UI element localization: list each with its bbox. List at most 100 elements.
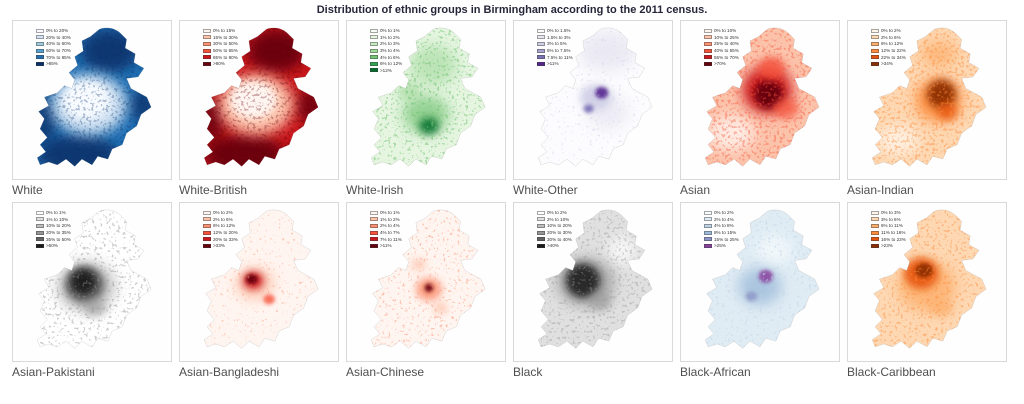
legend-swatch: [370, 230, 378, 235]
legend-label: 0% to 3%: [881, 210, 901, 216]
legend-item: 15% to 25%: [704, 236, 739, 242]
legend-item: 2% to 3%: [370, 41, 402, 47]
legend-label: 15% to 30%: [213, 34, 238, 40]
map-legend-black-caribbean: 0% to 3% 3% to 6% 6% to 11% 11% to 16% 16% t…: [871, 210, 906, 250]
legend-label: 4% to 8%: [714, 223, 734, 229]
panel-label-asian: Asian: [680, 183, 711, 197]
legend-swatch: [36, 55, 44, 60]
map-legend-black-african: 0% to 2% 2% to 4% 4% to 8% 8% to 15% 15% to …: [704, 210, 739, 250]
map-legend-black: 0% to 2% 2% to 10% 10% to 20% 20% to 30% 30%…: [537, 210, 572, 250]
legend-item: >85%: [36, 61, 71, 67]
legend-swatch: [203, 243, 211, 248]
map-cell-white-other: 0% to 1.5% 1.5% to 3% 3% to 5% 5% to 7.5% 7.…: [513, 20, 673, 197]
legend-swatch: [537, 28, 545, 33]
map-cell-black-african: 0% to 2% 2% to 4% 4% to 8% 8% to 15% 15% to …: [680, 202, 840, 379]
choropleth-map-asian-chinese: [370, 209, 486, 349]
legend-swatch: [871, 41, 879, 46]
legend-label: 10% to 20%: [46, 223, 71, 229]
legend-item: 40% to 55%: [704, 48, 739, 54]
panel-label-white-irish: White-Irish: [346, 183, 404, 197]
legend-label: 35% to 50%: [46, 236, 71, 242]
legend-item: 1% to 10%: [36, 217, 71, 223]
legend-swatch: [370, 55, 378, 60]
legend-label: 70% to 85%: [46, 54, 71, 60]
legend-item: 50% to 65%: [203, 48, 238, 54]
legend-item: 10% to 20%: [537, 223, 572, 229]
map-cell-white: 0% to 20% 20% to 40% 40% to 60% 60% to 70% 7…: [12, 20, 172, 197]
choropleth-map-asian: [704, 27, 820, 167]
legend-swatch: [203, 237, 211, 242]
legend-label: 3% to 6%: [881, 216, 901, 222]
map-legend-white-british: 0% to 15% 15% to 30% 30% to 50% 50% to 65% 6…: [203, 28, 238, 68]
map-panel-black-african: 0% to 2% 2% to 4% 4% to 8% 8% to 15% 15% to …: [680, 202, 840, 362]
legend-item: 11% to 16%: [871, 230, 906, 236]
choropleth-map-white-british: [203, 27, 319, 167]
legend-item: 70% to 85%: [36, 54, 71, 60]
legend-item: 0% to 3%: [871, 210, 906, 216]
legend-swatch: [704, 230, 712, 235]
legend-swatch: [704, 210, 712, 215]
legend-swatch: [370, 41, 378, 46]
legend-swatch: [203, 35, 211, 40]
legend-label: >23%: [881, 243, 893, 249]
legend-item: 4% to 7%: [370, 230, 402, 236]
legend-swatch: [203, 55, 211, 60]
legend-label: 50% to 65%: [213, 48, 238, 54]
legend-item: 6% to 12%: [203, 223, 238, 229]
legend-item: >80%: [203, 61, 238, 67]
legend-item: 2% to 4%: [370, 223, 402, 229]
map-legend-white-irish: 0% to 1% 1% to 2% 2% to 3% 3% to 4% 4% to 6%…: [370, 28, 402, 74]
legend-item: 20% to 35%: [36, 230, 71, 236]
legend-swatch: [537, 55, 545, 60]
legend-label: 6% to 12%: [213, 223, 236, 229]
legend-item: 8% to 15%: [704, 230, 739, 236]
legend-item: >12%: [370, 68, 402, 74]
panel-label-black: Black: [513, 365, 543, 379]
legend-label: 30% to 50%: [213, 41, 238, 47]
legend-item: 25% to 40%: [704, 41, 739, 47]
legend-swatch: [871, 230, 879, 235]
legend-item: 40% to 60%: [36, 41, 71, 47]
legend-label: >80%: [213, 61, 225, 67]
legend-label: 20% to 33%: [213, 236, 238, 242]
legend-swatch: [871, 210, 879, 215]
map-panel-white-irish: 0% to 1% 1% to 2% 2% to 3% 3% to 4% 4% to 6%…: [346, 20, 506, 180]
legend-item: 15% to 30%: [203, 35, 238, 41]
legend-swatch: [537, 35, 545, 40]
legend-item: 4% to 8%: [704, 223, 739, 229]
legend-label: 2% to 10%: [547, 216, 570, 222]
legend-label: 0% to 1%: [380, 210, 400, 216]
legend-swatch: [36, 243, 44, 248]
legend-item: 30% to 50%: [203, 41, 238, 47]
legend-item: 7% to 11%: [370, 236, 402, 242]
panel-label-black-african: Black-African: [680, 365, 751, 379]
map-cell-asian: 0% to 10% 10% to 25% 25% to 40% 40% to 55% 5…: [680, 20, 840, 197]
legend-swatch: [871, 243, 879, 248]
legend-item: >25%: [704, 243, 739, 249]
legend-swatch: [704, 61, 712, 66]
legend-label: 10% to 25%: [714, 34, 739, 40]
legend-swatch: [203, 48, 211, 53]
legend-label: >70%: [714, 61, 726, 67]
choropleth-map-black-caribbean: [871, 209, 987, 349]
legend-item: 2% to 6%: [203, 217, 238, 223]
legend-swatch: [370, 217, 378, 222]
legend-label: 0% to 15%: [213, 28, 236, 34]
legend-label: 7% to 11%: [380, 236, 402, 242]
legend-label: 0% to 1%: [380, 28, 400, 34]
choropleth-map-black: [537, 209, 653, 349]
legend-label: 65% to 80%: [213, 54, 238, 60]
legend-label: 2% to 4%: [380, 223, 400, 229]
legend-swatch: [36, 230, 44, 235]
legend-swatch: [203, 217, 211, 222]
map-legend-white-other: 0% to 1.5% 1.5% to 3% 3% to 5% 5% to 7.5% 7.…: [537, 28, 573, 68]
legend-item: 4% to 6%: [370, 54, 402, 60]
map-grid: 0% to 20% 20% to 40% 40% to 60% 60% to 70% 7…: [0, 20, 1024, 381]
map-cell-asian-pakistani: 0% to 1% 1% to 10% 10% to 20% 20% to 35% 35%…: [12, 202, 172, 379]
legend-item: 20% to 40%: [36, 35, 71, 41]
legend-swatch: [871, 48, 879, 53]
legend-swatch: [537, 237, 545, 242]
legend-label: 20% to 30%: [547, 230, 572, 236]
legend-swatch: [370, 237, 378, 242]
legend-label: 3% to 4%: [380, 48, 400, 54]
